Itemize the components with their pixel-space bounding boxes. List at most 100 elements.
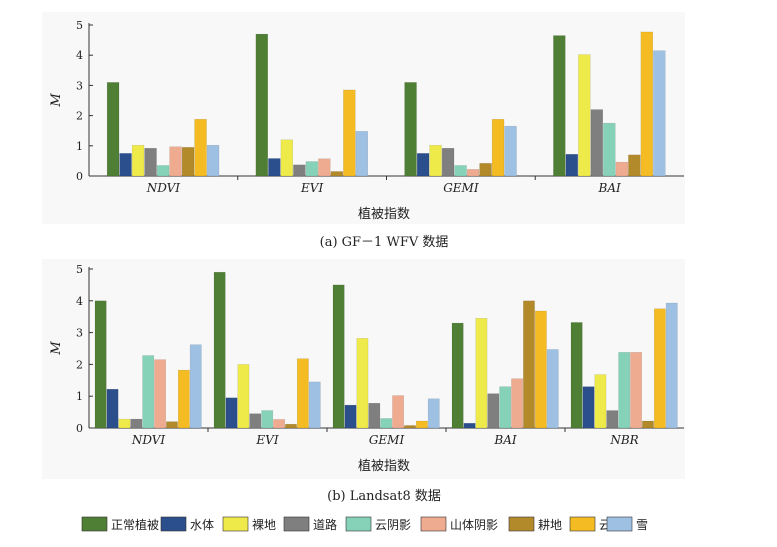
panel-a-bar <box>305 161 319 177</box>
panel-a-category-label: GEMI <box>443 181 479 195</box>
panel-a-bar <box>628 154 641 177</box>
panel-b-bar <box>665 302 678 429</box>
panel-b-bar <box>415 420 428 429</box>
panel-b-bar <box>380 418 393 429</box>
panel-b-chart: M 植被指数 (b) Landsat8 数据 0 1 2 3 4 5 NDVI EVI GEMI… <box>42 259 685 504</box>
panel-a-bar <box>293 164 306 177</box>
panel-a-bar <box>479 163 492 177</box>
panel-a-caption: (a) GF－1 WFV 数据 <box>320 235 449 250</box>
panel-a-bar <box>194 118 207 177</box>
panel-b-bar <box>404 425 416 429</box>
panel-a-y-axis-label: M <box>49 93 64 108</box>
panel-a-bar <box>404 82 417 177</box>
panel-b-bar <box>511 378 523 429</box>
panel-b-y-tick-label: 4 <box>76 295 83 308</box>
panel-b-category-label: BAI <box>493 433 516 447</box>
panel-a-bar <box>491 118 505 177</box>
panel-b-bar <box>642 420 654 429</box>
panel-b-bar <box>130 418 143 429</box>
panel-b-category-label: NDVI <box>131 433 166 447</box>
legend-label: 雪 <box>636 518 648 532</box>
panel-a-bar <box>466 169 480 177</box>
panel-a-bar <box>181 147 195 177</box>
legend-label: 裸地 <box>252 517 276 532</box>
panel-a-bar <box>653 50 666 177</box>
panel-a-bar <box>156 165 170 177</box>
panel-a-bar <box>144 147 157 177</box>
panel-a-bar <box>355 131 369 177</box>
panel-b-bar <box>534 310 547 429</box>
panel-b-bar <box>451 322 464 429</box>
panel-a-y-tick-label: 4 <box>76 49 83 62</box>
panel-b-category-label: NBR <box>609 433 638 447</box>
panel-a-bar <box>119 153 132 177</box>
panel-a-bar <box>318 158 331 177</box>
panel-b-bar <box>606 410 619 429</box>
legend-swatch <box>569 516 596 532</box>
panel-b-bar <box>499 386 512 429</box>
panel-a-bar <box>268 158 281 177</box>
panel-b-bar <box>368 402 381 429</box>
panel-b-bar <box>523 300 535 429</box>
panel-a-bar <box>615 161 629 177</box>
panel-a-bar <box>454 165 467 177</box>
panel-b-bar <box>142 355 155 429</box>
legend-swatch <box>81 516 108 532</box>
panel-b-bar <box>225 397 238 429</box>
legend-swatch <box>283 516 310 532</box>
panel-a-y-tick-label: 3 <box>76 79 83 92</box>
legend-swatch <box>420 516 447 532</box>
legend-label: 水体 <box>190 518 214 532</box>
panel-b-bar <box>106 388 119 429</box>
panel-a-bar <box>131 144 145 177</box>
panel-b-y-axis-label: M <box>49 341 64 356</box>
panel-a-y-tick-label: 5 <box>76 19 83 32</box>
panel-a-bar <box>169 146 182 177</box>
panel-b-bar <box>653 308 666 429</box>
panel-b-caption: (b) Landsat8 数据 <box>327 489 441 504</box>
panel-b-bar <box>285 423 297 429</box>
panel-a-bar <box>603 122 616 177</box>
panel-b-bar <box>332 284 345 429</box>
panel-a-bar <box>330 171 344 177</box>
panel-a-category-label: NDVI <box>146 181 181 195</box>
panel-b-category-label: EVI <box>255 433 278 447</box>
panel-b-bar <box>308 381 321 429</box>
panel-a-x-axis-label: 植被指数 <box>358 207 410 222</box>
panel-b-bar <box>475 318 488 429</box>
panel-a-bar <box>255 33 269 177</box>
panel-b-bar <box>189 344 202 429</box>
panel-b-bar <box>594 374 607 429</box>
panel-b-bar <box>177 369 190 429</box>
legend-swatch <box>345 516 372 532</box>
panel-b-y-tick-label: 3 <box>76 327 83 340</box>
panel-a-bar <box>280 139 294 177</box>
legend-label: 耕地 <box>538 517 562 532</box>
legend-swatch <box>508 516 535 532</box>
panel-a-category-label: BAI <box>598 181 621 195</box>
legend-label: 云阴影 <box>375 518 411 532</box>
panel-a-bar <box>578 54 591 177</box>
legend-swatch <box>222 516 249 532</box>
panel-b-bar <box>618 352 631 429</box>
panel-b-bar <box>427 398 440 429</box>
panel-b-y-tick-label: 5 <box>76 263 83 276</box>
legend-label: 道路 <box>313 517 337 532</box>
panel-b-bar <box>273 419 285 429</box>
panel-b-y-tick-label: 1 <box>76 390 83 403</box>
panel-b-bar <box>356 338 369 429</box>
panel-a-bar <box>640 31 654 177</box>
legend-label: 山体阴影 <box>450 518 498 532</box>
panel-b-bar <box>546 349 559 429</box>
panel-b-y-tick-label: 0 <box>76 422 83 435</box>
panel-b-bar <box>249 413 262 429</box>
panel-b-bar <box>261 410 274 429</box>
panel-b-bar <box>630 352 642 429</box>
panel-b-bar <box>487 393 500 429</box>
panel-a-bar <box>429 144 442 177</box>
panel-b-bar <box>213 271 226 429</box>
panel-b-bar <box>582 386 595 429</box>
panel-a-category-label: EVI <box>300 181 323 195</box>
panel-b-bar <box>166 421 178 429</box>
